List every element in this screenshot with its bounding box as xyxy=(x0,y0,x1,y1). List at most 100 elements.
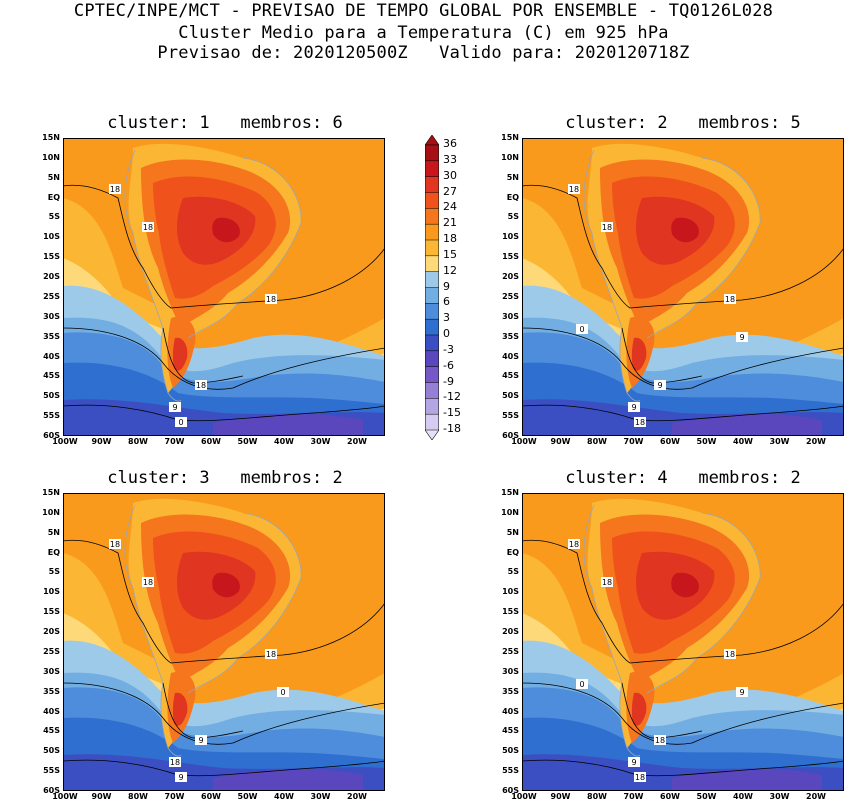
contour-label: 18 xyxy=(724,294,736,304)
colorbar-segment xyxy=(425,303,439,320)
lon-tick-label: 40W xyxy=(274,792,294,801)
lon-tick-label: 80W xyxy=(128,792,148,801)
cluster-number: 1 xyxy=(199,113,210,133)
members-number: 5 xyxy=(790,113,801,133)
cluster-number: 4 xyxy=(657,468,668,488)
colorbar-label: 33 xyxy=(443,152,457,166)
contour-label: 18 xyxy=(265,294,277,304)
contour-label: 9 xyxy=(195,735,207,745)
lon-tick-label: 20W xyxy=(347,437,367,446)
lat-tick-label: 5S xyxy=(507,212,519,222)
lat-tick-label: 15S xyxy=(43,607,60,617)
panel-title-2: cluster: 2 membros: 5 xyxy=(553,114,813,132)
lon-tick-label: 50W xyxy=(237,437,258,446)
contour-label-text: 9 xyxy=(739,333,744,342)
lon-tick-label: 20W xyxy=(806,437,826,446)
colorbar-bottom-arrow xyxy=(425,429,439,440)
map-panel-2: 18 18 18 9 9 18 9 0 xyxy=(522,138,844,436)
lat-tick-label: 35S xyxy=(43,331,60,341)
contour-label-text: 18 xyxy=(170,758,180,767)
lon-tick-label: 50W xyxy=(696,792,717,801)
lon-tick-label: 30W xyxy=(310,437,331,446)
lat-tick-label: 20S xyxy=(43,272,60,282)
colorbar-label: 24 xyxy=(443,200,457,214)
lon-tick-label: 100W xyxy=(52,437,78,446)
lat-tick-label: 50S xyxy=(43,391,60,401)
contour-label: 18 xyxy=(109,184,121,194)
contour-label: 18 xyxy=(195,380,207,390)
lat-tick-label: 50S xyxy=(502,746,519,756)
lat-tick-label: 5N xyxy=(506,172,519,182)
lon-tick-label: 40W xyxy=(274,437,294,446)
lon-tick-label: 100W xyxy=(52,792,78,801)
lat-tick-label: 15N xyxy=(42,488,60,497)
contour-label: 18 xyxy=(568,184,580,194)
colorbar-label: 21 xyxy=(443,216,457,230)
colorbar-label: 6 xyxy=(443,295,450,309)
lat-tick-label: 5S xyxy=(48,212,60,222)
lat-tick-label: 10S xyxy=(43,587,60,597)
colorbar-segment xyxy=(425,239,439,257)
contour-label: 18 xyxy=(601,222,613,232)
contour-label: 9 xyxy=(736,332,748,342)
lat-tick-label: 45S xyxy=(502,371,519,381)
lon-tick-label: 20W xyxy=(806,792,826,801)
colorbar-label: 27 xyxy=(443,184,457,198)
contour-label: 18 xyxy=(265,649,277,659)
colorbar-label: 36 xyxy=(443,137,457,150)
lat-tick-label: 20S xyxy=(502,272,519,282)
panel-title-3: cluster: 3 membros: 2 xyxy=(95,469,355,487)
contour-label: 18 xyxy=(634,772,646,782)
colorbar-label: -3 xyxy=(443,342,454,356)
main-title-line-3: Previsao de: 2020120500Z Valido para: 20… xyxy=(157,43,690,63)
lon-tick-label: 70W xyxy=(623,437,644,446)
colorbar-label: 30 xyxy=(443,168,457,182)
lat-tick-label: 45S xyxy=(43,726,60,736)
lat-tick-label: 35S xyxy=(502,331,519,341)
panel-title-1: cluster: 1 membros: 6 xyxy=(95,114,355,132)
contour-label-text: 18 xyxy=(725,650,735,659)
panel-title-4: cluster: 4 membros: 2 xyxy=(553,469,813,487)
contour-label-text: 18 xyxy=(110,540,120,549)
lon-tick-label: 90W xyxy=(550,437,571,446)
colorbar-label: 9 xyxy=(443,279,450,293)
lat-tick-label: 40S xyxy=(43,706,60,716)
lon-tick-label: 40W xyxy=(733,792,753,801)
map-panel-1: 18 18 18 18 90 xyxy=(63,138,385,436)
colorbar-segment xyxy=(425,192,439,209)
lon-tick-label: 70W xyxy=(164,792,185,801)
lat-tick-label: 25S xyxy=(43,291,60,301)
lat-tick-label: 10N xyxy=(501,507,519,517)
lat-tick-label: 60S xyxy=(43,786,60,795)
colorbar-label: -9 xyxy=(443,374,454,388)
contour-label: 18 xyxy=(109,539,121,549)
contour-label-text: 9 xyxy=(178,773,183,782)
contour-label-text: 18 xyxy=(266,295,276,304)
lat-tick-label: 50S xyxy=(43,746,60,756)
lat-tick-label: 5S xyxy=(48,567,60,577)
lon-tick-label: 60W xyxy=(660,437,680,446)
lon-tick-label: 60W xyxy=(660,792,680,801)
lat-tick-label: EQ xyxy=(506,192,519,202)
lon-tick-label: 90W xyxy=(91,792,112,801)
lat-tick-label: 35S xyxy=(502,686,519,696)
contour-label-text: 0 xyxy=(579,325,584,334)
contour-label: 18 xyxy=(724,649,736,659)
cluster-number: 3 xyxy=(199,468,210,488)
members-number: 2 xyxy=(332,468,343,488)
lat-tick-label: EQ xyxy=(47,192,60,202)
contour-label-text: 0 xyxy=(280,688,285,697)
members-label: membros: xyxy=(240,113,323,133)
colorbar: 36 33 30 27 24 21 18 15 12 9 6 3 0 -3 -6 -9 -12 -15 -18 xyxy=(425,135,465,440)
contour-label-text: 18 xyxy=(196,381,206,390)
lat-tick-label: 15S xyxy=(502,252,519,262)
colorbar-segment xyxy=(425,255,439,273)
contour-label-text: 9 xyxy=(198,736,203,745)
contour-label: 9 xyxy=(175,772,187,782)
lat-tick-label: 5S xyxy=(507,567,519,577)
contour-label-text: 9 xyxy=(657,381,662,390)
contour-label: 0 xyxy=(576,324,588,334)
lon-tick-label: 30W xyxy=(769,792,790,801)
contour-label: 18 xyxy=(142,577,154,587)
lon-tick-label: 100W xyxy=(511,437,537,446)
